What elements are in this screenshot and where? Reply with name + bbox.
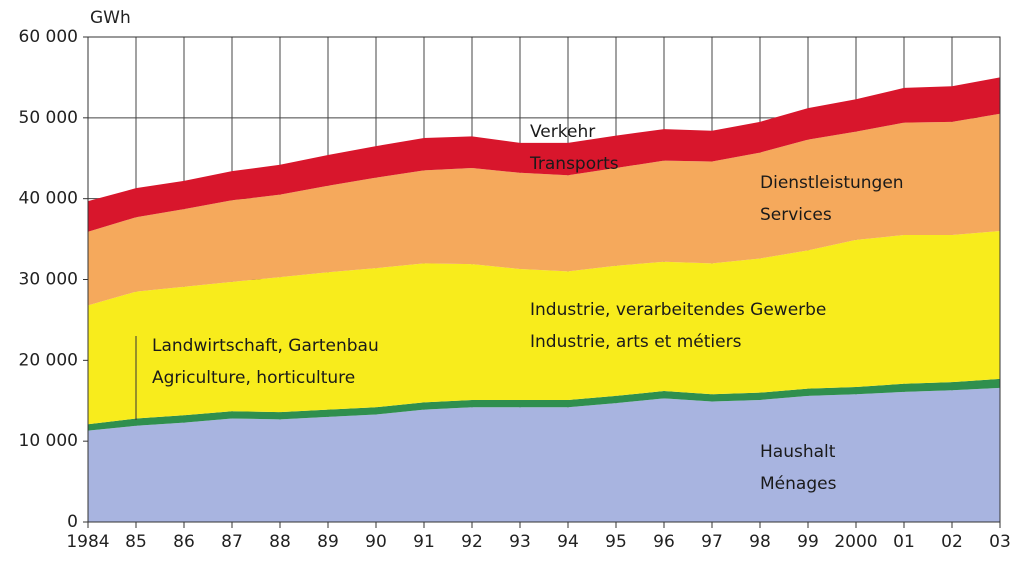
area (88, 77, 1000, 232)
x-tick-label: 86 (173, 532, 195, 552)
x-tick-label: 92 (461, 532, 483, 552)
y-tick-label: 20 000 (19, 350, 78, 370)
x-tick-label: 99 (797, 532, 819, 552)
y-axis-label: GWh (90, 8, 131, 28)
x-tick-label: 1984 (66, 532, 109, 552)
area (88, 231, 1000, 425)
x-tick-label: 98 (749, 532, 771, 552)
y-tick-label: 30 000 (19, 270, 78, 290)
series-label: Industrie, verarbeitendes Gewerbe (530, 300, 826, 320)
area (88, 378, 1000, 431)
area (88, 113, 1000, 306)
series-label: Landwirtschaft, Gartenbau (152, 336, 379, 356)
series-label: Verkehr (530, 122, 595, 142)
series-label: Dienstleistungen (760, 173, 904, 193)
series-sublabel: Agriculture, horticulture (152, 368, 355, 388)
x-tick-label: 87 (221, 532, 243, 552)
x-tick-label: 2000 (834, 532, 877, 552)
x-tick-label: 94 (557, 532, 579, 552)
y-tick-label: 10 000 (19, 431, 78, 451)
x-tick-label: 93 (509, 532, 531, 552)
series-sublabel: Ménages (760, 474, 837, 494)
x-tick-label: 91 (413, 532, 435, 552)
x-tick-label: 96 (653, 532, 675, 552)
y-tick-label: 50 000 (19, 108, 78, 128)
x-tick-label: 89 (317, 532, 339, 552)
series-sublabel: Industrie, arts et métiers (530, 332, 742, 352)
x-tick-label: 88 (269, 532, 291, 552)
y-tick-label: 0 (67, 512, 78, 532)
x-tick-label: 03 (989, 532, 1011, 552)
y-tick-label: 40 000 (19, 189, 78, 209)
x-tick-label: 97 (701, 532, 723, 552)
y-tick-label: 60 000 (19, 27, 78, 47)
x-tick-label: 95 (605, 532, 627, 552)
series-sublabel: Services (760, 205, 832, 225)
x-tick-label: 85 (125, 532, 147, 552)
plot-frame (87, 36, 1001, 523)
x-tick-label: 01 (893, 532, 915, 552)
x-tick-label: 90 (365, 532, 387, 552)
area (88, 387, 1000, 522)
series-sublabel: Transports (529, 154, 619, 174)
x-tick-label: 02 (941, 532, 963, 552)
series-label: Haushalt (760, 442, 836, 462)
